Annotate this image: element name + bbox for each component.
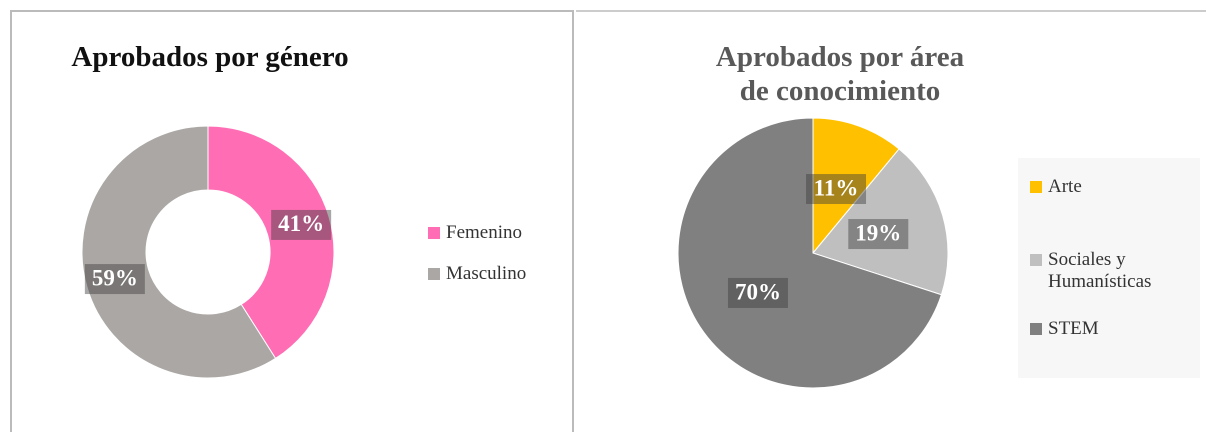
data-label: 70% (735, 279, 781, 304)
legend-item: Masculino (428, 263, 568, 285)
legend-item: Sociales y Humanísticas (1030, 249, 1195, 293)
legend-label: Sociales y Humanísticas (1048, 249, 1152, 292)
legend-swatch (428, 227, 440, 239)
label-box (84, 264, 145, 295)
legend-swatch (1030, 254, 1042, 266)
panel-border (576, 10, 1206, 432)
label-box (806, 174, 867, 205)
panel-border (10, 10, 574, 432)
legend-swatch (1030, 181, 1042, 193)
legend-box (1018, 158, 1200, 378)
data-label: 11% (814, 175, 859, 200)
legend-label: Femenino (446, 222, 522, 243)
slice (812, 148, 949, 296)
data-label: 59% (92, 265, 138, 290)
legend-item: Femenino (428, 222, 568, 244)
data-label: 41% (278, 211, 324, 236)
label-box (848, 219, 909, 250)
label-box (271, 209, 332, 240)
legend-item: STEM (1030, 318, 1195, 340)
label-box (727, 277, 788, 308)
chart-title: Aprobados por área de conocimiento (715, 41, 965, 107)
legend-item: Arte (1030, 176, 1195, 198)
legend-label: Arte (1048, 176, 1082, 197)
slice (207, 125, 335, 360)
legend-label: STEM (1048, 318, 1099, 339)
legend-swatch (428, 268, 440, 280)
data-label: 19% (855, 220, 901, 245)
legend-swatch (1030, 323, 1042, 335)
slice (677, 117, 943, 389)
chart-title: Aprobados por género (71, 41, 349, 73)
slice (812, 117, 900, 255)
slice (81, 125, 277, 379)
legend-label: Masculino (446, 263, 527, 284)
